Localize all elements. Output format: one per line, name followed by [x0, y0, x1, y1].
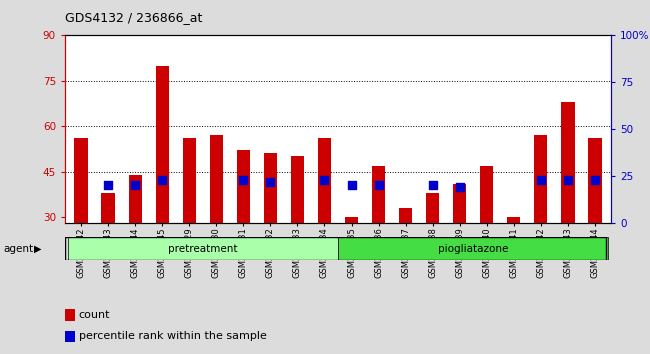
Bar	[480, 166, 493, 223]
Bar	[155, 65, 169, 223]
Bar	[426, 193, 439, 223]
Text: agent: agent	[3, 244, 33, 254]
Bar	[237, 150, 250, 223]
Point	[157, 177, 168, 183]
Text: percentile rank within the sample: percentile rank within the sample	[79, 331, 266, 342]
Text: piogliatazone: piogliatazone	[438, 244, 508, 254]
Bar	[75, 138, 88, 223]
Bar	[453, 184, 467, 223]
Bar	[561, 102, 575, 223]
Point	[536, 177, 546, 183]
Bar	[588, 138, 601, 223]
Bar	[65, 331, 75, 342]
Point	[103, 183, 114, 188]
Bar	[129, 175, 142, 223]
Bar	[399, 208, 412, 223]
Bar	[338, 237, 608, 260]
Point	[428, 183, 438, 188]
Point	[265, 179, 276, 184]
Bar	[318, 138, 332, 223]
Bar	[344, 217, 358, 223]
Bar	[291, 156, 304, 223]
Bar	[264, 153, 277, 223]
Point	[130, 183, 140, 188]
Text: GDS4132 / 236866_at: GDS4132 / 236866_at	[65, 11, 202, 24]
Text: pretreatment: pretreatment	[168, 244, 238, 254]
Bar	[183, 138, 196, 223]
Point	[319, 177, 330, 183]
Point	[346, 183, 357, 188]
Bar	[507, 217, 521, 223]
Point	[238, 177, 248, 183]
Point	[590, 177, 600, 183]
Bar	[534, 135, 547, 223]
Text: count: count	[79, 310, 110, 320]
Bar	[372, 166, 385, 223]
Bar	[101, 193, 115, 223]
Bar	[209, 135, 223, 223]
Text: ▶: ▶	[34, 244, 42, 254]
Point	[454, 184, 465, 190]
Bar	[68, 237, 338, 260]
Point	[562, 177, 573, 183]
Point	[373, 183, 384, 188]
Bar	[65, 309, 75, 321]
